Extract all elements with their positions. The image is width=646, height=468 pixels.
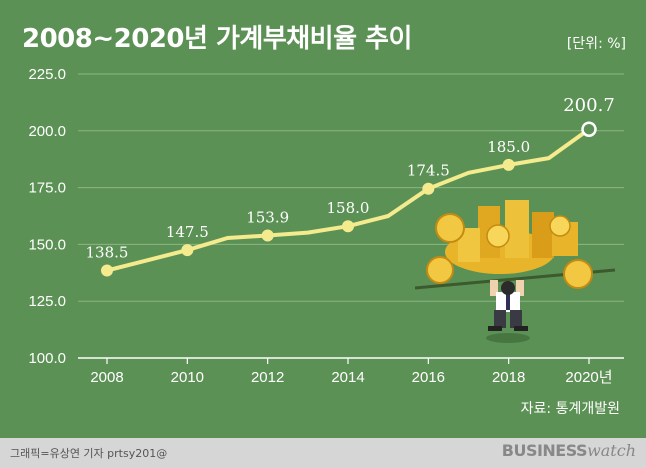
data-point-marker xyxy=(502,158,515,171)
x-tick-label: 2014 xyxy=(331,369,364,386)
data-label: 147.5 xyxy=(166,223,209,241)
data-point-marker xyxy=(261,229,274,242)
data-label: 185.0 xyxy=(487,138,530,156)
y-tick-label: 200.0 xyxy=(28,123,66,140)
y-tick-label: 100.0 xyxy=(28,350,66,367)
data-point-marker xyxy=(422,182,435,195)
unit-label: [단위: %] xyxy=(566,36,626,52)
data-point-marker xyxy=(181,244,194,257)
x-tick-label: 2018 xyxy=(492,369,525,386)
graphic-credit: 그래픽=유상연 기자 prtsy201@ xyxy=(10,447,168,460)
x-tick-label: 2012 xyxy=(251,369,284,386)
brand-logo: BUSINESSwatch xyxy=(502,441,636,460)
businessman-lifting-coins-illustration xyxy=(414,200,616,343)
x-tick-label: 2016 xyxy=(412,369,445,386)
brand-bold: BUSINESS xyxy=(501,441,588,460)
brand-light: watch xyxy=(587,441,636,460)
y-tick-label: 150.0 xyxy=(28,236,66,253)
x-tick-label: 2010 xyxy=(171,369,204,386)
y-tick-label: 175.0 xyxy=(28,180,66,197)
source-note: 자료: 통계개발원 xyxy=(520,401,620,417)
data-label: 153.9 xyxy=(246,209,289,227)
data-point-marker xyxy=(342,220,354,233)
data-label: 200.7 xyxy=(563,95,615,116)
chart-title: 2008~2020년 가계부채비율 추이 xyxy=(22,24,412,54)
data-point-marker xyxy=(101,264,113,277)
data-point-marker xyxy=(581,121,597,137)
data-label: 158.0 xyxy=(327,199,370,217)
x-tick-label: 2008 xyxy=(90,369,123,386)
y-tick-label: 125.0 xyxy=(28,293,66,310)
data-label: 174.5 xyxy=(407,162,450,180)
y-tick-label: 225.0 xyxy=(28,66,66,83)
footer-bar: 그래픽=유상연 기자 prtsy201@ BUSINESSwatch xyxy=(0,438,646,468)
x-tick-label: 2020년 xyxy=(565,369,612,386)
data-label: 138.5 xyxy=(86,244,129,262)
